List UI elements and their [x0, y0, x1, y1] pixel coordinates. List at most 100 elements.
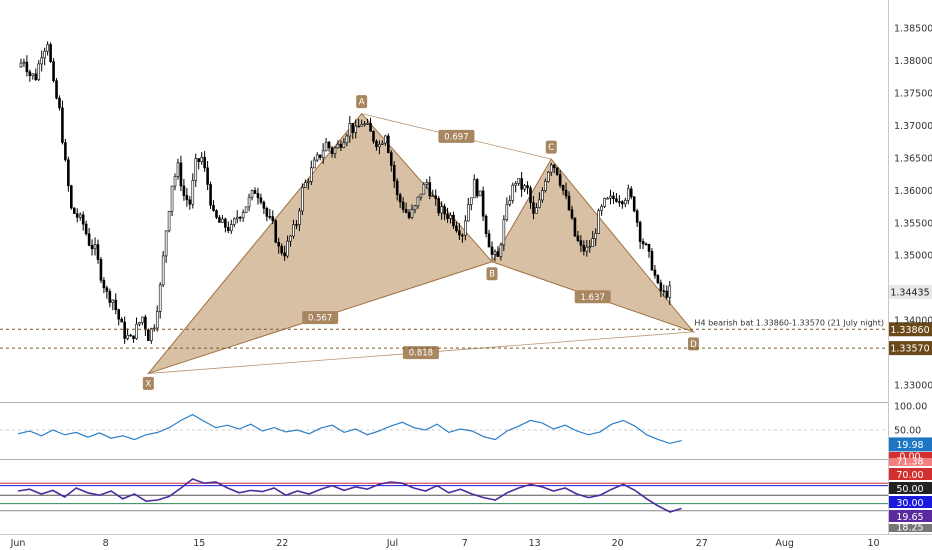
candle-body	[348, 123, 352, 137]
candle-body	[392, 165, 396, 182]
candle-body	[197, 158, 201, 163]
candle-body	[150, 328, 153, 341]
candle-body	[621, 201, 624, 205]
candle-body	[656, 275, 660, 284]
candle-body	[102, 279, 106, 289]
point-label-a-bg	[356, 95, 368, 109]
candle-body	[401, 201, 405, 210]
candle-body	[132, 335, 135, 339]
candle-body	[496, 251, 500, 257]
candle-body	[641, 241, 645, 245]
point-label-x: X	[145, 379, 151, 389]
candle-body	[40, 57, 44, 65]
candle-body	[283, 252, 286, 257]
x-tick-label: Jun	[10, 538, 26, 549]
candle-body	[389, 152, 393, 166]
candle-body	[289, 235, 292, 242]
y-tick-label: 1.38000	[894, 56, 932, 67]
candle-body	[256, 193, 260, 199]
candle-body	[523, 185, 526, 190]
candle-body	[597, 210, 600, 234]
candle-body	[247, 196, 251, 208]
indicator2-tag: 70.00	[896, 470, 923, 481]
candle-body	[212, 204, 215, 211]
candle-body	[215, 210, 218, 218]
candle-body	[647, 244, 651, 252]
candle-body	[253, 190, 257, 194]
harmonic-pattern	[146, 112, 695, 375]
candle-body	[493, 251, 497, 255]
last-price-tag-bg	[889, 284, 932, 299]
candle-body	[321, 150, 325, 158]
candle-body	[280, 245, 283, 254]
candle-body	[387, 135, 390, 153]
candle-body	[176, 162, 180, 177]
candle-body	[395, 180, 399, 196]
indicator1-tag-bg	[889, 437, 932, 452]
candle-body	[375, 141, 378, 148]
indicator2-tag: 30.00	[896, 498, 923, 509]
candle-body	[123, 321, 126, 339]
candle-body	[49, 44, 52, 62]
candle-body	[141, 316, 144, 323]
y-tick-label: 1.36500	[894, 153, 932, 164]
indicator2-tag: 18.25	[896, 523, 923, 534]
candle-body	[635, 210, 639, 223]
x-tick-label: 7	[462, 538, 468, 549]
candle-body	[481, 190, 485, 217]
y-tick-label: 1.38500	[894, 23, 932, 34]
candle-body	[618, 201, 621, 203]
candle-body	[458, 230, 461, 236]
candle-body	[484, 215, 488, 235]
candle-body	[659, 282, 663, 292]
candle-body	[87, 233, 91, 246]
candle-body	[108, 291, 112, 303]
candle-body	[546, 171, 550, 182]
candle-body	[301, 187, 304, 212]
candle-body	[594, 233, 597, 239]
point-label-a: A	[359, 98, 365, 108]
candle-body	[167, 211, 171, 232]
candle-body	[46, 44, 49, 52]
candle-body	[230, 224, 233, 232]
ratio-label: 0.818	[409, 349, 433, 359]
candle-body	[58, 97, 61, 109]
candle-body	[67, 159, 70, 187]
candle-body	[209, 184, 212, 206]
candle-body	[538, 199, 541, 208]
candle-body	[351, 123, 355, 133]
candle-body	[262, 201, 266, 209]
candle-body	[591, 238, 595, 247]
candle-body	[185, 195, 189, 201]
candle-body	[508, 200, 512, 205]
candle-body	[422, 184, 426, 195]
candle-body	[22, 61, 26, 64]
candle-body	[668, 285, 672, 298]
candle-body	[520, 178, 523, 190]
candle-body	[25, 61, 29, 73]
candle-body	[138, 322, 141, 325]
candle-body	[624, 199, 627, 205]
candle-body	[64, 142, 67, 161]
candle-body	[464, 220, 467, 236]
candle-body	[227, 227, 230, 232]
ratio-label-bg	[402, 346, 439, 360]
level-tag: 1.33570	[890, 344, 929, 355]
candle-body	[600, 206, 603, 211]
candle-body	[105, 287, 109, 292]
indicator-panel-1: 100.00 50.00 19.980.00	[0, 402, 932, 463]
candle-body	[241, 212, 245, 219]
price-candles	[19, 41, 672, 344]
candle-body	[19, 62, 23, 68]
candle-body	[665, 290, 669, 298]
candle-body	[612, 195, 615, 200]
candle-body	[455, 225, 458, 232]
x-tick-label: 15	[193, 538, 205, 549]
point-label-b-bg	[486, 267, 498, 281]
indicator1-tick: 50.00	[894, 426, 921, 437]
candle-body	[428, 182, 432, 197]
candle-body	[369, 123, 372, 132]
last-price-tag: 1.34435	[890, 287, 929, 298]
candle-body	[579, 240, 583, 246]
